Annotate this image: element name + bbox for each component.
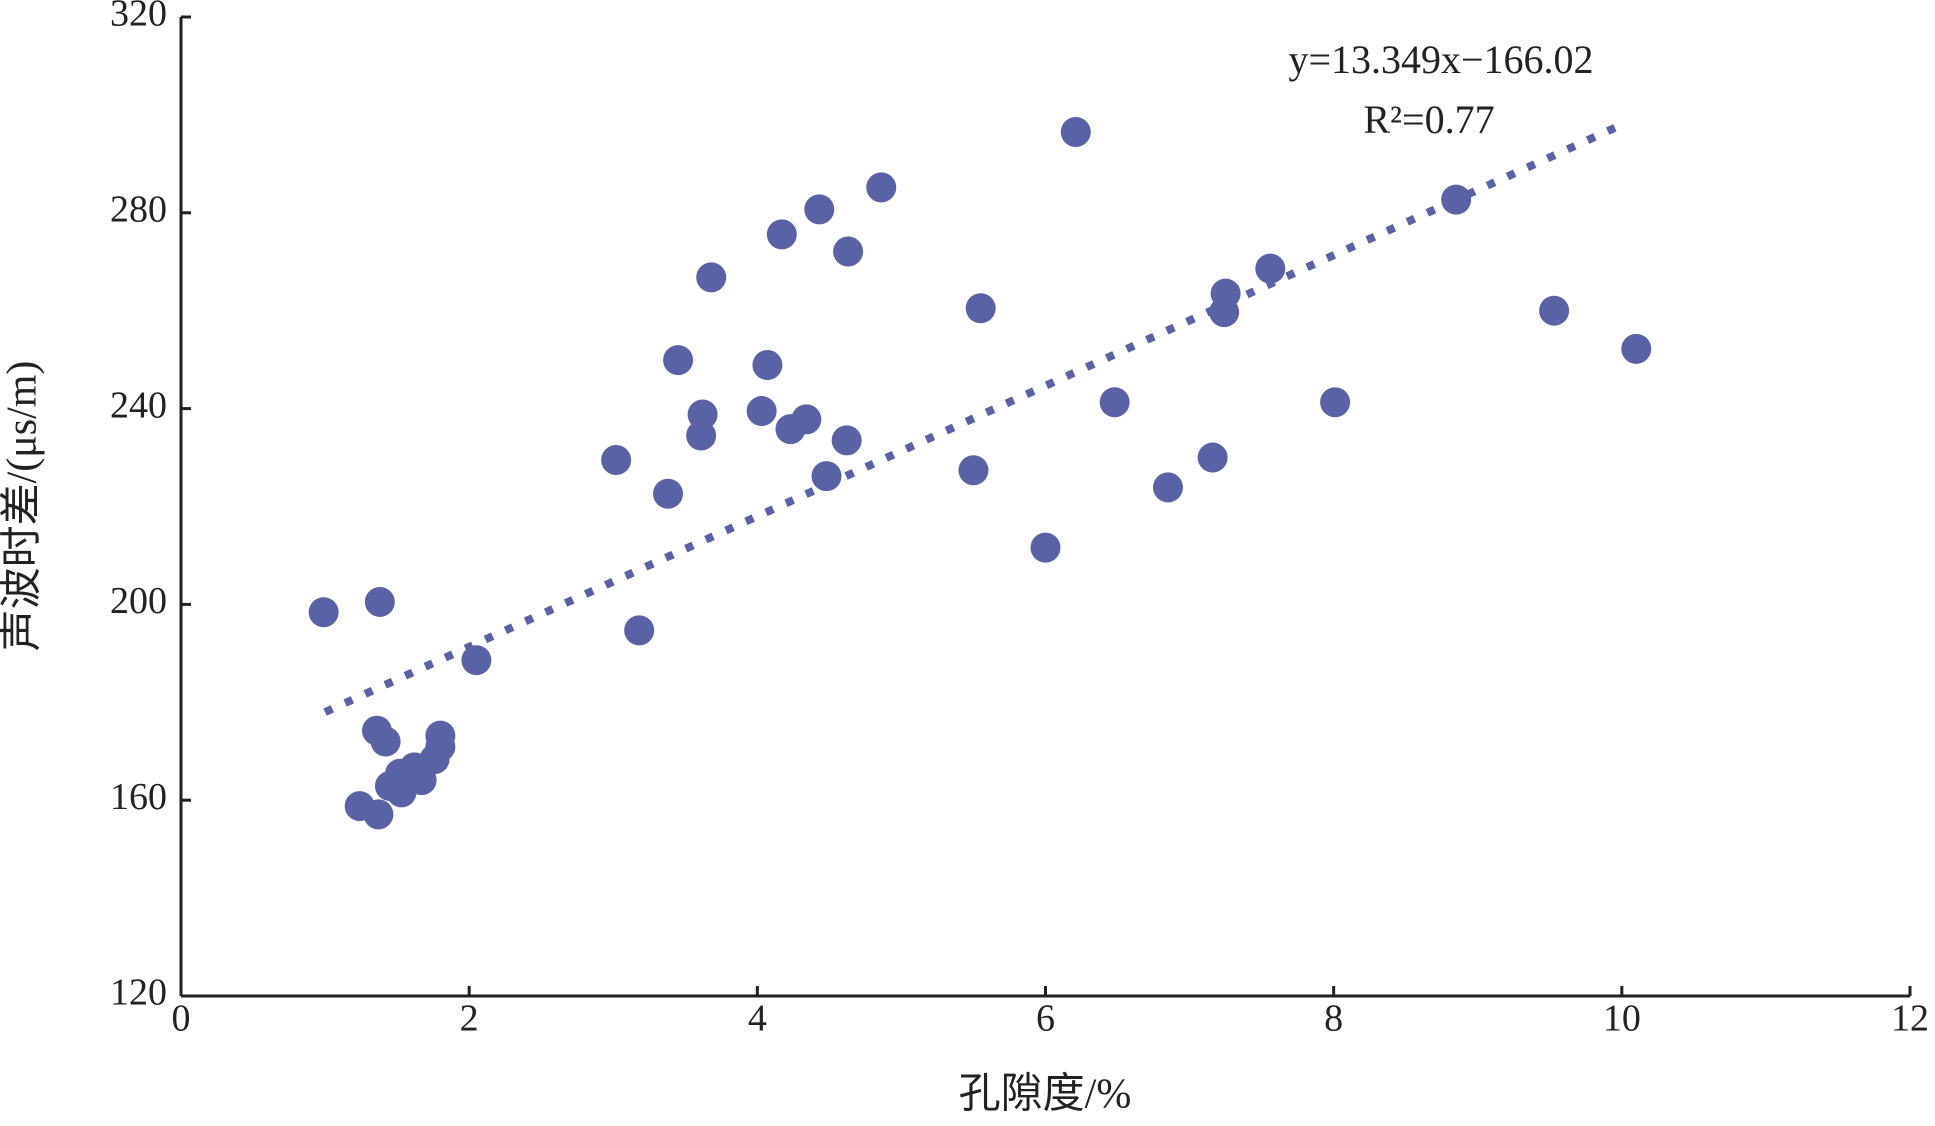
point — [1441, 184, 1472, 215]
x-axis-label: 孔隙度/% — [959, 1072, 1132, 1118]
point — [461, 645, 492, 676]
x-tick-label: 2 — [460, 998, 479, 1040]
y-tick-label: 200 — [110, 580, 167, 622]
point — [425, 720, 456, 751]
point — [766, 219, 797, 250]
point — [663, 345, 694, 376]
point — [965, 293, 996, 324]
point — [687, 399, 718, 430]
point — [1099, 387, 1130, 418]
point — [1255, 253, 1286, 284]
point — [804, 194, 835, 225]
point — [601, 444, 632, 475]
y-tick-label: 120 — [110, 972, 167, 1014]
point — [1060, 117, 1091, 148]
x-tick-label: 6 — [1036, 998, 1055, 1040]
y-tick-label: 240 — [110, 384, 167, 426]
point — [831, 425, 862, 456]
point — [833, 236, 864, 267]
point — [958, 455, 989, 486]
point — [791, 404, 822, 435]
point — [696, 262, 727, 293]
point — [1621, 333, 1652, 364]
point — [1152, 472, 1183, 503]
x-tick-label: 0 — [172, 998, 191, 1040]
x-tick-label: 4 — [748, 998, 767, 1040]
point — [811, 461, 842, 492]
equation: y=13.349x−166.02 — [1288, 37, 1593, 82]
point — [308, 597, 339, 628]
point — [363, 799, 394, 830]
point — [1030, 532, 1061, 563]
point — [364, 586, 395, 617]
x-tick-label: 12 — [1891, 998, 1929, 1040]
x-tick-label: 10 — [1603, 998, 1641, 1040]
x-tick-label: 8 — [1324, 998, 1343, 1040]
y-tick-label: 320 — [110, 0, 167, 35]
point — [746, 396, 777, 427]
point — [1197, 442, 1228, 473]
point — [370, 726, 401, 757]
r-squared: R²=0.77 — [1363, 97, 1494, 142]
point — [1320, 387, 1351, 418]
y-tick-label: 160 — [110, 776, 167, 818]
point — [866, 172, 897, 203]
point — [752, 350, 783, 381]
point — [653, 478, 684, 509]
y-axis-label: 声波时差/(μs/m) — [0, 361, 46, 652]
point — [1210, 278, 1241, 309]
y-tick-label: 280 — [110, 189, 167, 231]
point — [624, 615, 655, 646]
point — [1539, 295, 1570, 326]
trendline — [323, 121, 1624, 716]
